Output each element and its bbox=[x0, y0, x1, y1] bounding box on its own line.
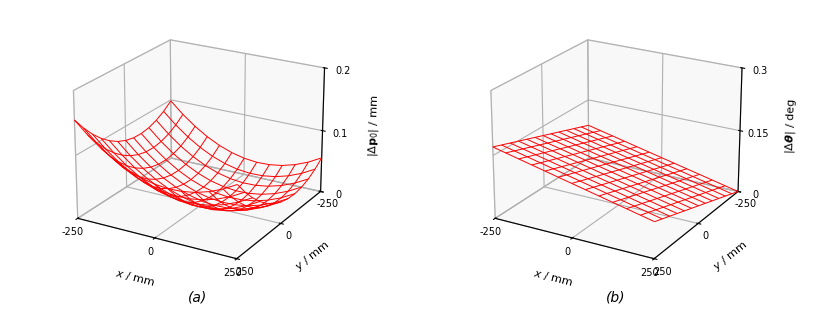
X-axis label: $x$ / mm: $x$ / mm bbox=[115, 266, 157, 289]
Y-axis label: $y$ / mm: $y$ / mm bbox=[293, 238, 333, 274]
X-axis label: $x$ / mm: $x$ / mm bbox=[532, 266, 574, 289]
Text: (a): (a) bbox=[188, 290, 207, 304]
Text: (b): (b) bbox=[606, 290, 625, 304]
Y-axis label: $y$ / mm: $y$ / mm bbox=[710, 238, 750, 274]
